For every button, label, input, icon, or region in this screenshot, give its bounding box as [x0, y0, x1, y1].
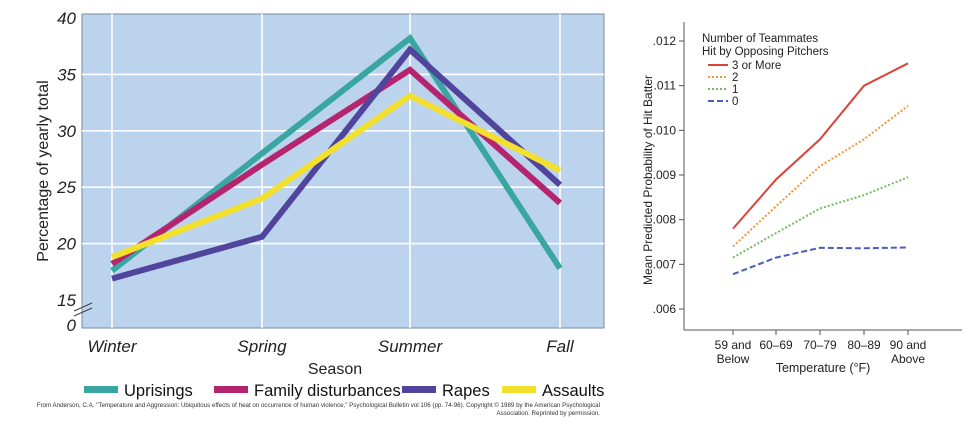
y-tick-label-zero: 0 [67, 316, 77, 335]
series-line-family-disturbances [110, 66, 562, 267]
x-tick-label: Winter [88, 337, 138, 356]
y-axis-label: Mean Predicted Probability of Hit Batter [641, 75, 655, 285]
y-tick-label: 25 [56, 178, 76, 197]
y-axis-label: Percentage of yearly total [35, 80, 52, 261]
plot-area [81, 13, 605, 329]
legend-label: 3 or More [732, 60, 781, 72]
x-axis-label: Temperature (°F) [776, 361, 871, 375]
legend-label: Uprisings [124, 382, 193, 400]
chart-right-hit-batter: .006 .007 .008 .009 .010 .011 .012 59 and Below 6… [641, 22, 962, 375]
legend-swatch [214, 386, 248, 393]
series-line-rapes [111, 45, 563, 282]
x-axis-label: Season [308, 361, 362, 378]
copyright-credit: From Anderson, C.A. "Temperature and Agg… [36, 402, 600, 417]
legend-label: Assaults [542, 382, 604, 400]
y-tick-label: 30 [57, 122, 76, 141]
x-tick-label: 90 and Above [890, 338, 927, 366]
series-line-3-or-more [732, 62, 909, 230]
series-line-2 [732, 105, 909, 248]
x-tick-label: 80–89 [847, 338, 881, 352]
y-tick-label: .010 [653, 123, 677, 137]
y-tick-label: .012 [653, 34, 677, 48]
x-tick-label: Summer [378, 337, 444, 356]
x-tick-label: Spring [237, 337, 287, 356]
y-tick-label: .011 [654, 79, 677, 93]
series-line-0 [732, 246, 909, 276]
x-tick-label: 70–79 [803, 338, 837, 352]
legend-swatch [402, 386, 436, 393]
axis-break-mark [73, 307, 93, 317]
y-tick-label: .009 [653, 168, 677, 182]
legend-label: 1 [732, 84, 738, 96]
legend-label: Family disturbances [254, 382, 401, 400]
series-line-1 [732, 176, 909, 259]
legend-label: 2 [732, 72, 738, 84]
y-tick-label: .007 [653, 257, 677, 271]
legend-title: Number of Teammates [702, 33, 818, 45]
x-tick-label: 60–69 [759, 338, 793, 352]
y-tick-label: .008 [653, 213, 677, 227]
series-line-assaults [110, 92, 562, 260]
legend-label: Rapes [442, 382, 490, 400]
legend-title: Hit by Opposing Pitchers [702, 46, 829, 58]
y-tick-label: .006 [653, 302, 677, 316]
x-tick-label: Fall [546, 337, 575, 356]
y-tick-label: 20 [56, 235, 76, 254]
axis-break-mark [73, 302, 93, 312]
y-tick-label: 35 [57, 65, 76, 84]
legend-label: 0 [732, 96, 738, 108]
legend-swatch [502, 386, 536, 393]
y-tick-label: 40 [57, 9, 76, 28]
y-tick-label: 15 [57, 291, 76, 310]
chart-left-seasonal-violence: 15 20 25 30 35 40 0 Percentage of yearly total W… [35, 9, 605, 400]
x-tick-label: 59 and Below [715, 338, 752, 366]
legend-swatch [84, 386, 118, 393]
